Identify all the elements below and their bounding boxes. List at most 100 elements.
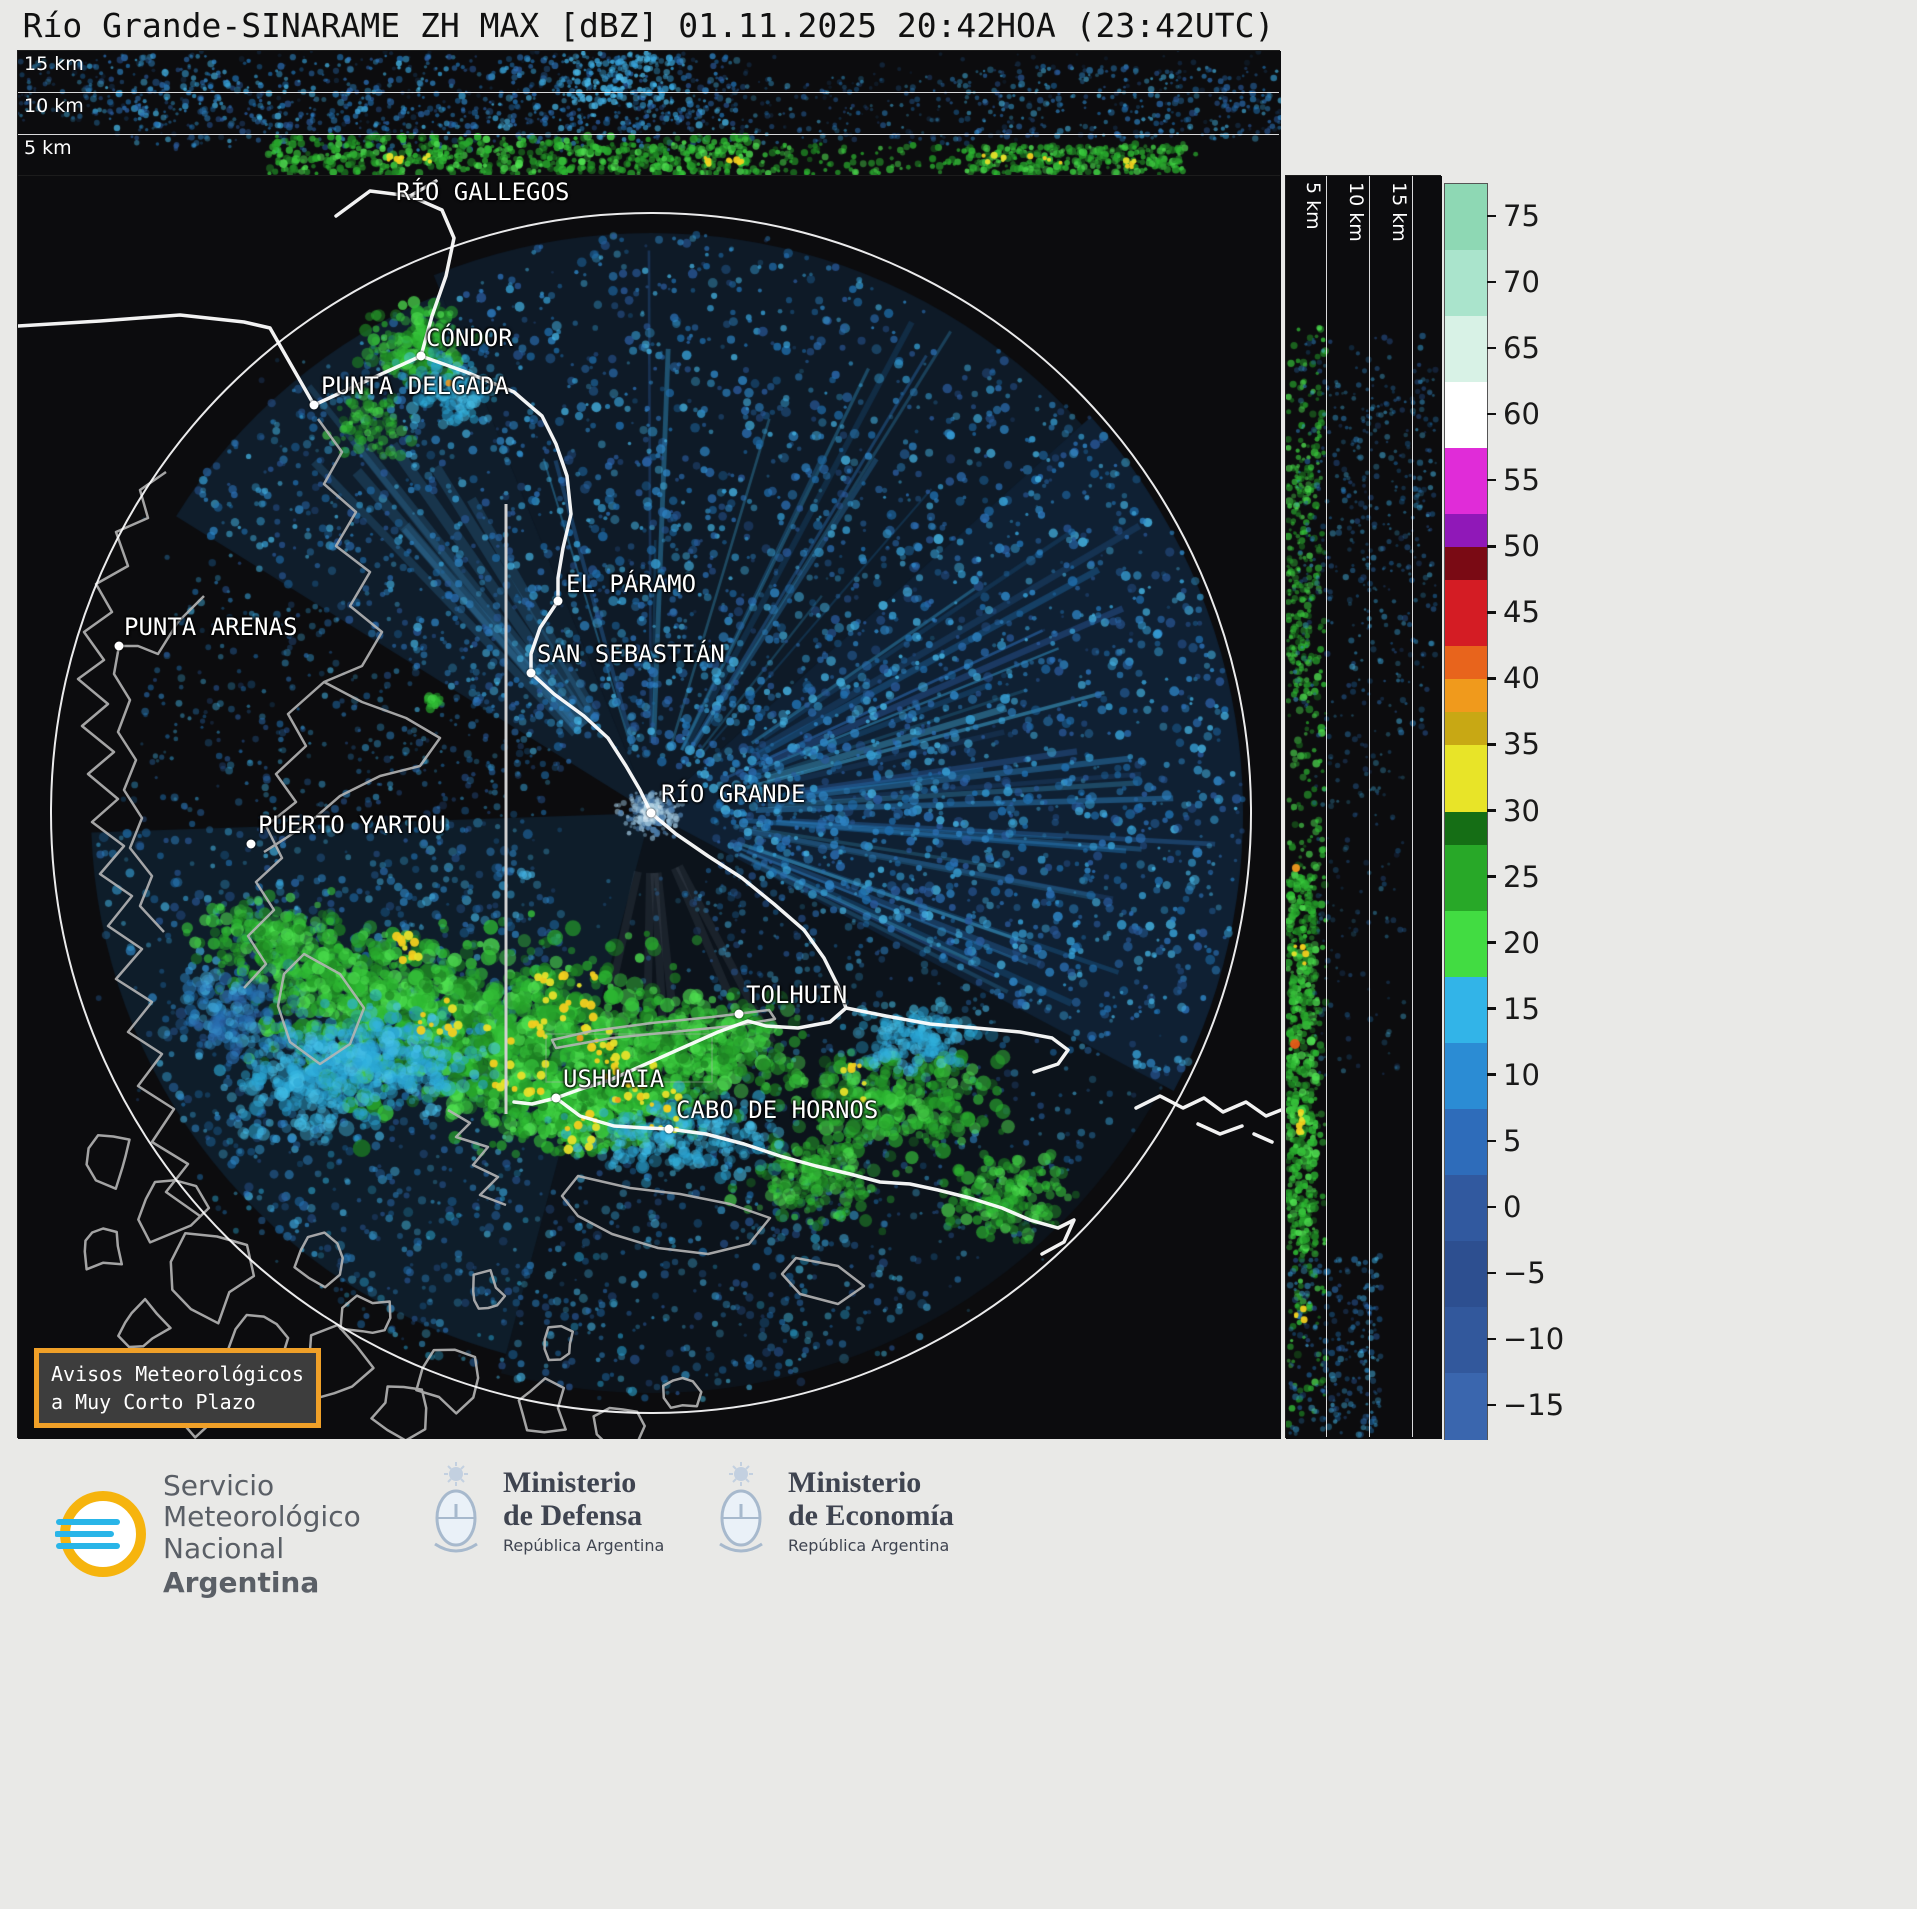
colorbar-segment [1445,1240,1487,1308]
colorbar-tick-label: 5 [1487,1124,1521,1158]
colorbar-segment [1445,811,1487,846]
colorbar-tick-label: 0 [1487,1190,1521,1224]
city-marker [416,351,426,361]
notice-line-1: Avisos Meteorológicos [51,1362,304,1386]
city-label: EL PÁRAMO [566,570,697,598]
colorbar-ticks: 75 70 65 60 55 50 45 40 35 30 25 20 15 10 5 0 −5 −10 −15 [1487,183,1577,1438]
colorbar-segment [1445,382,1487,449]
city-label: TOLHUIN [746,981,848,1009]
city-label: CÓNDOR [426,324,513,352]
city-marker [734,1009,744,1019]
colorbar-segment [1445,184,1487,251]
colorbar-segment [1445,976,1487,1044]
alt-label-5km-v: 5 km [1302,182,1324,230]
city-label: CABO DE HORNOS [676,1096,879,1124]
city-marker [553,596,563,606]
smn-line-1: Servicio [163,1469,275,1502]
gridline-5km-v [1326,176,1327,1437]
colorbar-tick-label: 65 [1487,331,1540,365]
colorbar-segment [1445,448,1487,515]
colorbar-tick-label: 60 [1487,397,1540,431]
colorbar-segment [1445,1042,1487,1110]
warning-notice-box[interactable]: Avisos Meteorológicos a Muy Corto Plazo [34,1348,321,1428]
alt-label-15km: 15 km [24,53,84,75]
city-marker [664,1124,674,1134]
economia-logo-block: Ministerio de Economía República Argenti… [710,1460,954,1560]
colorbar-tick-label: 45 [1487,595,1540,629]
economia-name: Ministerio de Economía República Argenti… [788,1466,954,1555]
map-overlay [18,179,1281,1439]
colorbar-segment [1445,745,1487,813]
coat-of-arms-economia [719,1462,763,1553]
colorbar-segment [1445,1174,1487,1242]
colorbar-segment [1445,646,1487,681]
roads [18,179,1281,1256]
colorbar-tick-label: 20 [1487,926,1540,960]
colorbar-segment [1445,910,1487,978]
alt-label-5km: 5 km [24,137,72,159]
colorbar-segment [1445,547,1487,581]
colorbar-tick-label: 15 [1487,992,1540,1026]
alt-label-10km-v: 10 km [1345,182,1367,242]
colorbar-segment [1445,679,1487,714]
city-marker [246,839,256,849]
colorbar-segment [1445,580,1487,648]
island-outlines [83,1134,703,1439]
city-label: RÍO GRANDE [661,780,806,808]
defensa-name: Ministerio de Defensa República Argentin… [503,1466,664,1555]
smn-logo-block: Servicio Meteorológico Nacional Argentin… [55,1470,361,1598]
smn-line-2: Meteorológico [163,1500,361,1534]
gridline-15km-v [1412,176,1413,1437]
top-cross-section-canvas [18,51,1281,176]
notice-line-2: a Muy Corto Plazo [51,1390,256,1414]
city-label: PUERTO YARTOU [258,811,446,839]
economia-country: República Argentina [788,1535,950,1555]
gridline-10km [18,92,1279,93]
coastlines [76,418,866,1439]
city-label: PUNTA DELGADA [321,372,509,400]
city-marker [309,400,319,410]
colorbar-segment [1445,712,1487,747]
footer: Servicio Meteorológico Nacional Argentin… [0,1452,1917,1632]
colorbar-segment [1445,1108,1487,1176]
colorbar-tick-label: 30 [1487,794,1540,828]
smn-line-3: Nacional [163,1531,285,1565]
city-label: SAN SEBASTIÁN [537,640,725,668]
defensa-logo-block: Ministerio de Defensa República Argentin… [425,1460,664,1560]
colorbar-tick-label: 10 [1487,1058,1540,1092]
right-cross-section-canvas [1286,176,1442,1439]
city-label: RÍO GALLEGOS [396,178,570,206]
gridline-5km [18,134,1279,135]
cross-section-top-panel: 15 km 10 km 5 km [17,50,1281,176]
city-marker [551,1093,561,1103]
smn-country: Argentina [163,1566,320,1600]
city-marker [114,641,124,651]
colorbar-segment [1445,250,1487,317]
gridline-10km-v [1369,176,1370,1437]
defensa-line-2: de Defensa [503,1498,643,1532]
colorbar [1444,183,1488,1440]
colorbar-segment [1445,316,1487,383]
colorbar-tick-label: 50 [1487,529,1540,563]
radar-map-panel: RÍO GALLEGOS CÓNDOR PUNTA DELGADA EL PÁRAMO… [17,175,1281,1439]
city-marker [646,808,656,818]
defensa-country: República Argentina [503,1535,665,1555]
colorbar-tick-label: −15 [1487,1388,1564,1422]
colorbar-segment [1445,514,1487,548]
colorbar-tick-label: 70 [1487,265,1540,299]
city-label: USHUAIA [563,1065,665,1093]
smn-name: Servicio Meteorológico Nacional Argentin… [163,1469,361,1600]
coat-of-arms-defensa [434,1462,478,1553]
colorbar-segment [1445,1306,1487,1374]
colorbar-tick-label: −10 [1487,1322,1564,1356]
economia-line-1: Ministerio [788,1465,922,1499]
alt-label-15km-v: 15 km [1388,182,1410,242]
colorbar-segment [1445,844,1487,912]
page-title: Río Grande-SINARAME ZH MAX [dBZ] 01.11.2… [22,6,1275,45]
colorbar-tick-label: 75 [1487,199,1540,233]
alt-label-10km: 10 km [24,95,84,117]
colorbar-tick-label: −5 [1487,1256,1546,1290]
economia-line-2: de Economía [788,1498,954,1532]
colorbar-tick-label: 35 [1487,727,1540,761]
